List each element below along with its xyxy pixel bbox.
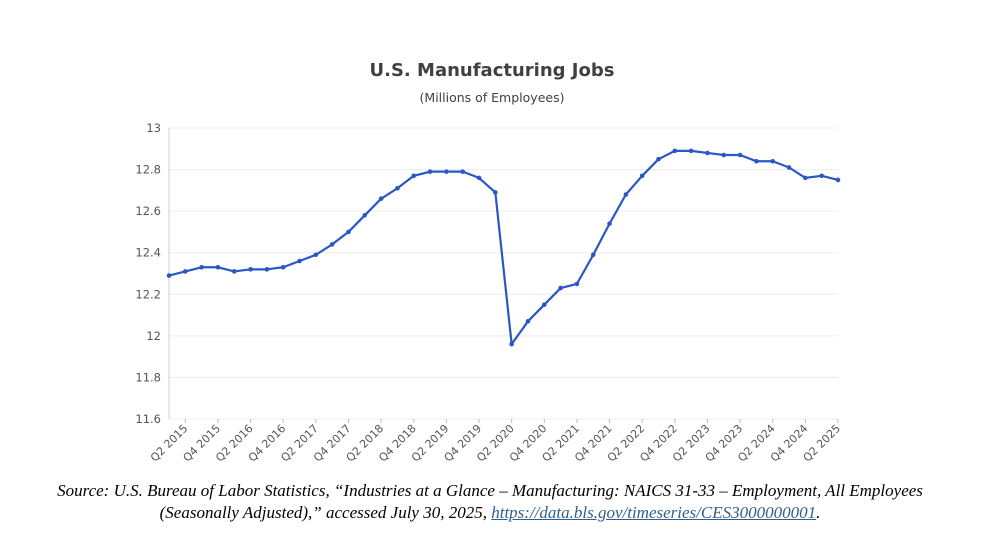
data-point bbox=[737, 152, 743, 158]
data-point bbox=[476, 175, 482, 181]
data-point bbox=[672, 148, 678, 154]
data-point bbox=[835, 177, 841, 183]
y-tick-label: 12.4 bbox=[135, 246, 161, 260]
data-point bbox=[705, 150, 710, 156]
source-caption: Source: U.S. Bureau of Labor Statistics,… bbox=[40, 480, 940, 524]
chart-title: U.S. Manufacturing Jobs bbox=[370, 60, 615, 81]
data-point bbox=[329, 242, 335, 247]
data-point bbox=[623, 192, 629, 197]
y-tick-label: 11.6 bbox=[135, 412, 161, 426]
data-point bbox=[493, 190, 498, 195]
data-point bbox=[411, 173, 417, 179]
data-point bbox=[183, 269, 188, 274]
source-link[interactable]: https://data.bls.gov/timeseries/CES30000… bbox=[491, 503, 817, 522]
chart: U.S. Manufacturing Jobs (Millions of Emp… bbox=[135, 60, 843, 464]
data-point bbox=[215, 264, 221, 270]
data-point bbox=[574, 281, 580, 287]
data-point bbox=[280, 264, 286, 270]
data-line bbox=[168, 149, 839, 346]
data-point bbox=[166, 273, 172, 278]
y-tick-label: 12 bbox=[146, 329, 161, 343]
data-point bbox=[590, 252, 596, 258]
data-point bbox=[378, 196, 384, 201]
y-tick-label: 12.8 bbox=[135, 163, 161, 177]
data-point bbox=[362, 213, 368, 218]
data-point bbox=[427, 169, 433, 174]
data-point bbox=[754, 158, 759, 164]
data-point bbox=[231, 269, 237, 274]
data-point bbox=[297, 258, 302, 264]
y-tick-label: 13 bbox=[146, 121, 161, 135]
data-point bbox=[803, 175, 808, 181]
data-point bbox=[313, 252, 319, 258]
data-point bbox=[509, 341, 514, 347]
source-end: . bbox=[816, 503, 821, 522]
data-point bbox=[444, 169, 449, 174]
data-point bbox=[264, 267, 270, 272]
data-point bbox=[395, 185, 400, 191]
data-point bbox=[770, 158, 776, 164]
data-point bbox=[721, 152, 727, 158]
y-tick-label: 11.8 bbox=[135, 370, 161, 384]
y-tick-label: 12.6 bbox=[135, 204, 161, 218]
source-text: Source: U.S. Bureau of Labor Statistics,… bbox=[57, 481, 923, 522]
data-point bbox=[248, 267, 253, 272]
data-point bbox=[786, 165, 792, 170]
data-point bbox=[607, 221, 612, 226]
data-point bbox=[688, 148, 694, 154]
y-tick-label: 12.2 bbox=[135, 287, 161, 301]
chart-subtitle: (Millions of Employees) bbox=[420, 90, 565, 105]
data-point bbox=[656, 156, 661, 162]
data-point bbox=[460, 169, 466, 174]
data-point bbox=[639, 173, 645, 179]
data-point bbox=[541, 302, 547, 307]
data-point bbox=[346, 229, 351, 235]
data-point bbox=[199, 264, 204, 270]
data-point bbox=[819, 173, 824, 179]
data-point bbox=[558, 285, 563, 291]
data-point bbox=[525, 319, 531, 324]
